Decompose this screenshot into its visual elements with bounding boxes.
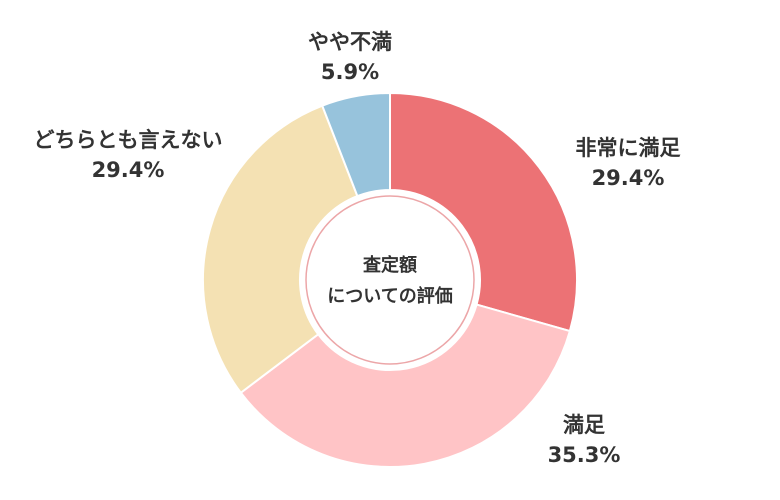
slice-label-very-satisfied: 非常に満足 [576,136,681,160]
donut-center-hole [300,190,480,370]
center-label-line1: 査定額 [363,254,417,276]
slice-value-neutral: 29.4% [92,158,165,182]
slice-label-neutral: どちらとも言えない [34,128,223,152]
center-label-line2: についての評価 [327,285,452,307]
slice-value-somewhat-dissatisfied: 5.9% [321,60,379,84]
slice-label-somewhat-dissatisfied: やや不満 [308,30,392,54]
donut-slices [202,91,578,468]
donut-center-ring [305,195,475,365]
slice-label-satisfied: 満足 [563,413,605,437]
slice-value-satisfied: 35.3% [548,443,621,467]
slice-value-very-satisfied: 29.4% [592,166,665,190]
